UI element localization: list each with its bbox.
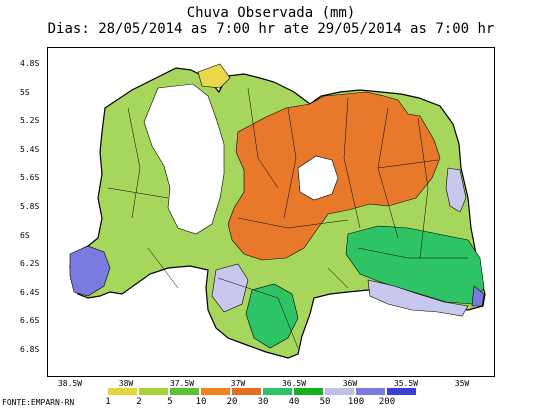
x-tick-label: 37W [230, 379, 246, 388]
teal-zone-south [245, 283, 299, 349]
y-tick-label: 6.8S [20, 345, 40, 354]
legend-label: 1 [105, 397, 111, 407]
rainfall-map [69, 63, 486, 359]
x-tick-label: 36.5W [281, 379, 307, 388]
yellow-zone-north [197, 63, 231, 89]
legend-swatch [201, 388, 230, 395]
lavender-zone-southeast [367, 279, 469, 317]
municipal-boundaries [107, 87, 468, 349]
lavender-zone-coast [445, 167, 467, 213]
y-tick-label: 5.8S [20, 202, 40, 211]
y-tick-label: 6.4S [20, 287, 40, 297]
dry-zone-center [297, 155, 339, 201]
x-tick-label: 37.5W [169, 379, 195, 388]
y-tick-label: 5S [20, 87, 30, 97]
legend-label: 2 [136, 397, 142, 407]
map-title: Chuva Observada (mm) [186, 5, 356, 21]
legend-label: 30 [257, 397, 269, 407]
legend-swatch [139, 388, 168, 395]
legend-swatch [356, 388, 385, 395]
legend-label: 40 [288, 397, 300, 407]
lavender-zone-south [211, 263, 249, 313]
x-tick-label: 38.5W [57, 379, 83, 388]
data-source: FONTE:EMPARN-RN [2, 398, 75, 407]
x-tick-label: 38W [118, 379, 134, 388]
legend-label: 20 [226, 397, 238, 407]
y-tick-label: 4.8S [20, 59, 40, 68]
legend-swatch [108, 388, 137, 395]
legend-swatch [263, 388, 292, 395]
legend-label: 10 [195, 397, 207, 407]
y-tick-label: 5.4S [20, 144, 40, 154]
y-tick-label: 5.6S [20, 173, 40, 183]
y-tick-label: 6.6S [20, 316, 40, 326]
dry-zone-west [143, 83, 225, 235]
legend-swatch [294, 388, 323, 395]
legend-label: 200 [378, 397, 396, 407]
map-frame [47, 47, 495, 377]
legend-swatch [387, 388, 416, 395]
y-tick-label: 6.2S [20, 259, 40, 269]
y-tick-label: 5.2S [20, 116, 40, 126]
x-tick-label: 35W [454, 379, 470, 388]
y-tick-label: 6S [20, 230, 30, 240]
x-tick-label: 36W [342, 379, 358, 388]
legend-swatch [170, 388, 199, 395]
legend-label: 100 [347, 397, 365, 407]
blue-zone-coast [471, 285, 485, 307]
legend-label: 5 [167, 397, 173, 407]
map-subtitle: Dias: 28/05/2014 as 7:00 hr ate 29/05/20… [47, 21, 495, 37]
x-tick-label: 35.5W [393, 379, 419, 388]
legend-label: 50 [319, 397, 331, 407]
blue-zone-west [69, 245, 111, 297]
legend-swatch [325, 388, 354, 395]
legend-swatch [232, 388, 261, 395]
